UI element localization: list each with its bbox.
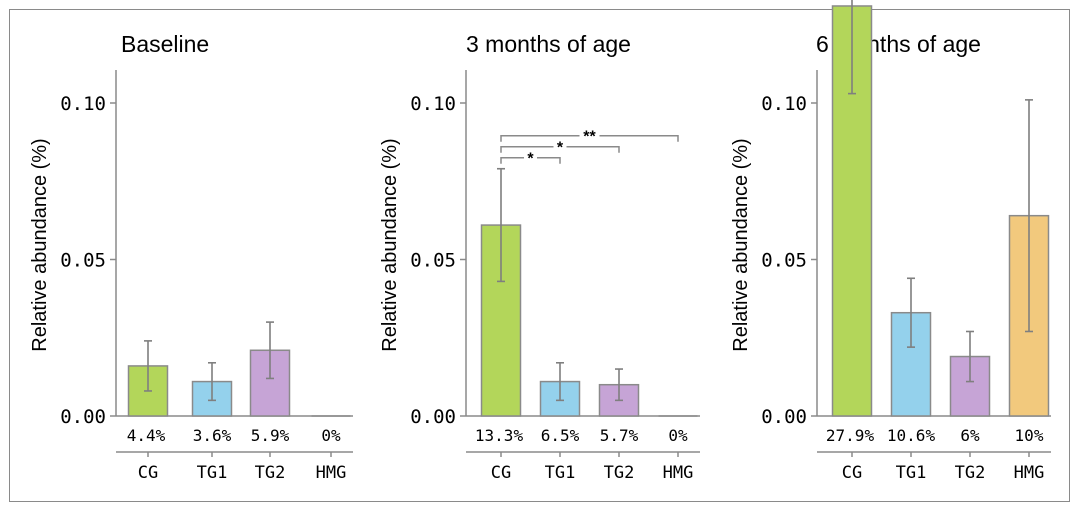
y-tick-label: 0.00 [60, 406, 106, 428]
significance-label-bg [553, 144, 567, 149]
bar-percent-label: 13.3% [475, 426, 524, 445]
x-tick-label: TG1 [545, 463, 576, 483]
significance-label: * [557, 140, 564, 157]
significance-label-bg [579, 133, 600, 138]
y-tick-label: 0.00 [761, 406, 807, 428]
bar-percent-label: 5.9% [251, 426, 290, 445]
bar-percent-label: 3.6% [193, 426, 232, 445]
bar-percent-label: 0% [668, 426, 688, 445]
significance-label: ** [583, 129, 596, 146]
panel-2: 3 months of age Relative abundance (%) 0.0… [379, 31, 700, 483]
bar-percent-label: 6% [960, 426, 980, 445]
y-tick-label: 0.10 [410, 93, 456, 115]
y-axis-label: Relative abundance (%) [730, 138, 752, 351]
y-axis-label: Relative abundance (%) [379, 138, 401, 351]
x-tick-label: HMG [1014, 463, 1045, 483]
significance-label: * [527, 151, 534, 168]
x-tick-label: CG [842, 463, 862, 483]
y-tick-label: 0.05 [60, 250, 106, 272]
x-tick-label: TG2 [255, 463, 286, 483]
y-tick-label: 0.00 [410, 406, 456, 428]
bar-percent-label: 27.9% [826, 426, 875, 445]
panel-1: Baseline Relative abundance (%) 0.00 0.05 0.… [29, 31, 353, 483]
figure-frame [9, 9, 1070, 502]
y-tick-label: 0.10 [60, 93, 106, 115]
bar-cg [127, 365, 169, 417]
x-tick-label: TG1 [896, 463, 927, 483]
x-tick-label: TG2 [955, 463, 986, 483]
x-tick-label: HMG [316, 463, 347, 483]
x-tick-label: CG [138, 463, 158, 483]
significance-label-bg [524, 155, 537, 160]
bar-percent-label: 6.5% [541, 426, 580, 445]
bar-percent-label: 5.7% [600, 426, 639, 445]
x-tick-label: TG2 [604, 463, 635, 483]
bar-percent-label: 0% [321, 426, 341, 445]
x-tick-label: HMG [663, 463, 694, 483]
bar-percent-label: 4.4% [127, 426, 166, 445]
x-tick-label: TG1 [197, 463, 228, 483]
y-tick-label: 0.05 [410, 250, 456, 272]
panel-title: Baseline [121, 31, 209, 57]
bar-percent-label: 10% [1015, 426, 1044, 445]
bar-percent-label: 10.6% [887, 426, 936, 445]
y-tick-label: 0.10 [761, 93, 807, 115]
y-axis-label: Relative abundance (%) [29, 138, 51, 351]
y-tick-label: 0.05 [761, 250, 807, 272]
x-tick-label: CG [491, 463, 511, 483]
panel-title: 3 months of age [466, 31, 631, 57]
